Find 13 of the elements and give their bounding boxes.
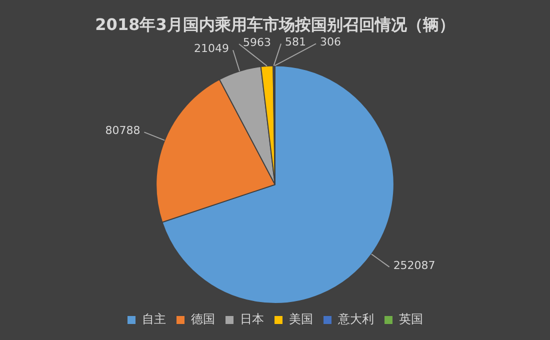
data-label: 5963	[243, 36, 272, 49]
legend-label: 英国	[399, 312, 423, 326]
data-label: 252087	[393, 258, 436, 272]
legend-label: 德国	[191, 312, 215, 326]
chart-title: 2018年3月国内乘用车市场按国别召回情况（辆）	[95, 14, 455, 34]
legend-label: 美国	[289, 312, 313, 326]
legend-label: 自主	[142, 312, 166, 326]
legend-label: 意大利	[337, 312, 374, 326]
data-label: 581	[285, 36, 306, 49]
data-label: 306	[320, 36, 341, 49]
data-label: 21049	[194, 42, 230, 55]
data-label: 80788	[105, 124, 140, 138]
legend-label: 日本	[240, 312, 264, 326]
